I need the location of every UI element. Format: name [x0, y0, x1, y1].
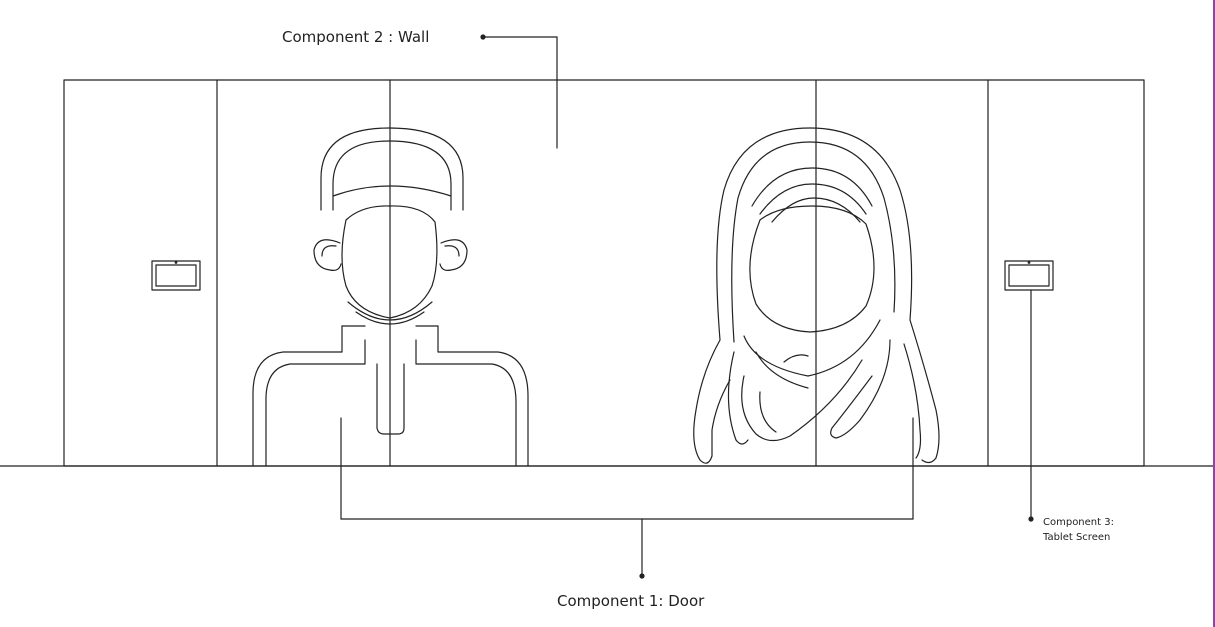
- door-leader: [340, 417, 914, 577]
- wall-label: Component 2 : Wall: [282, 28, 429, 46]
- tablet-label-line1: Component 3:: [1043, 517, 1114, 528]
- door-female-silhouette: [693, 127, 940, 464]
- tablet-label-line2: Tablet Screen: [1042, 532, 1110, 543]
- wall-outline: [63, 79, 1145, 467]
- tablet-screen-left: [151, 260, 201, 291]
- door-leader-dot: [639, 573, 645, 579]
- wall-leader: [482, 36, 558, 149]
- tablet-leader-dot: [1028, 516, 1034, 522]
- wall-leader-dot: [480, 34, 486, 40]
- tablet-screen-right: [1004, 260, 1054, 291]
- door-label: Component 1: Door: [557, 592, 705, 610]
- door-male-silhouette: [252, 127, 529, 467]
- page-edge-line: [1213, 0, 1215, 627]
